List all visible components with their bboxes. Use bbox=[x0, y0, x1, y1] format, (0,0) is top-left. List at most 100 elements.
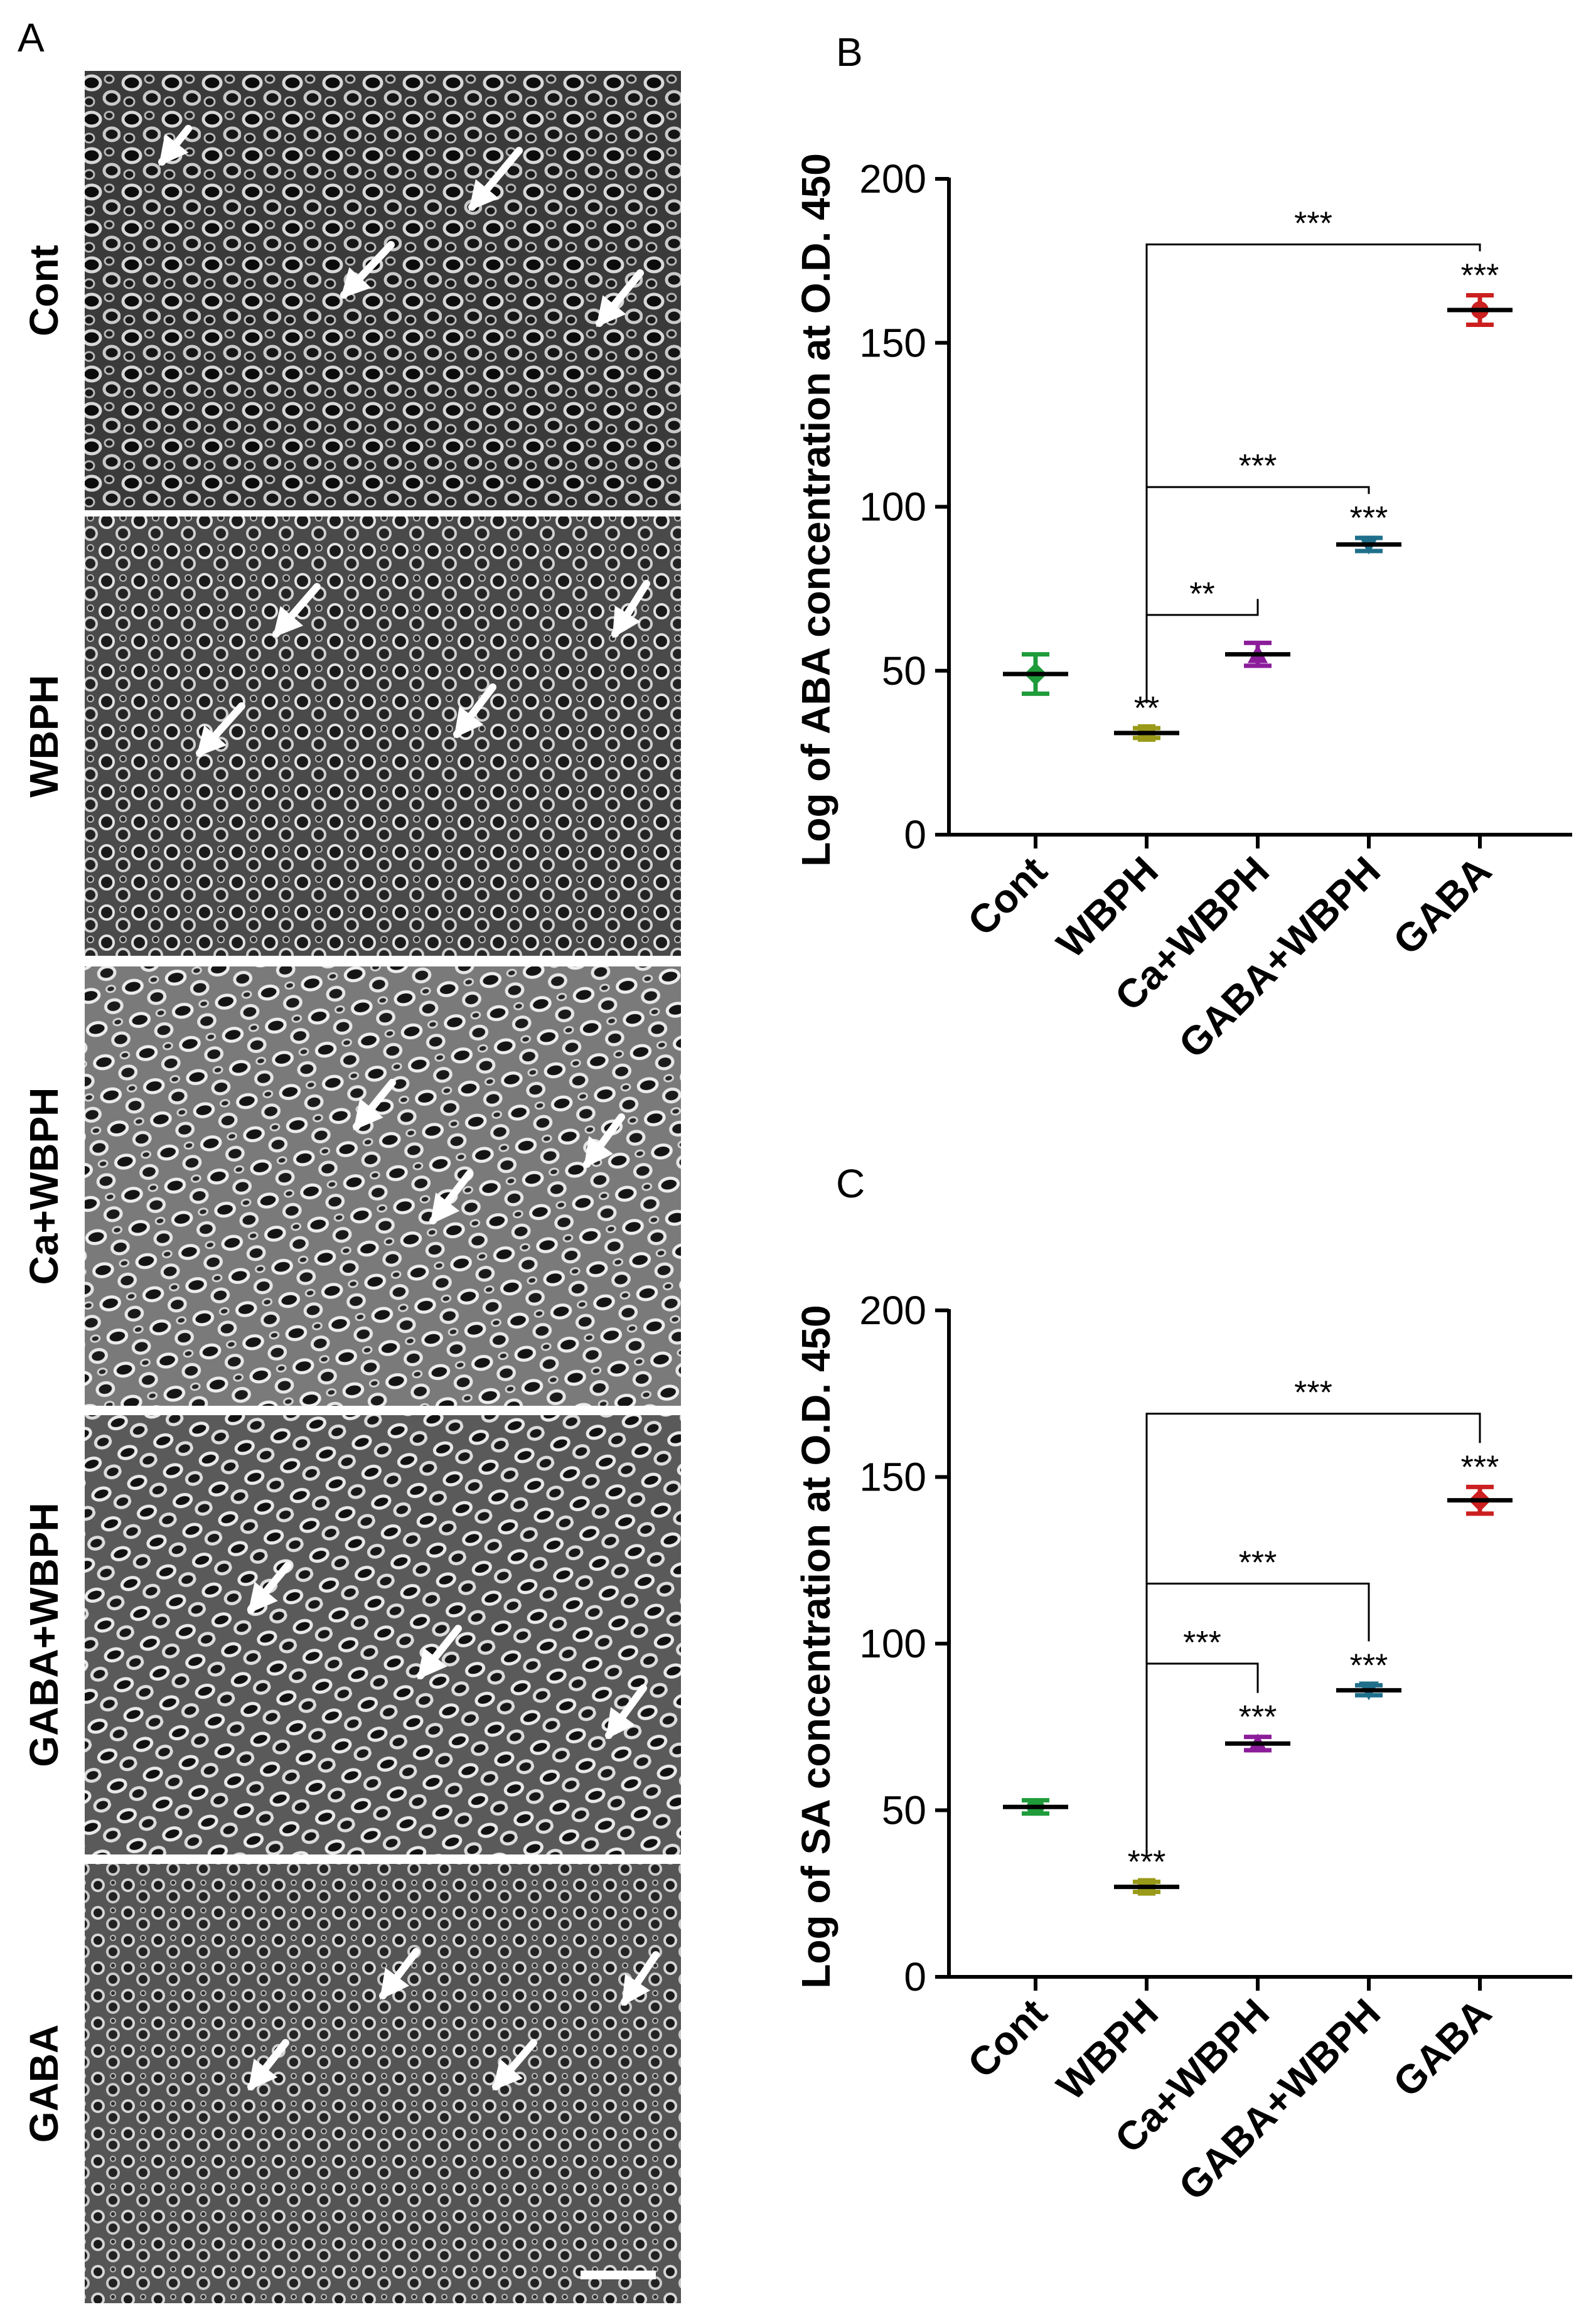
data-series-point: *** bbox=[1447, 257, 1513, 328]
arrow-icon bbox=[353, 1079, 396, 1131]
x-tick-label: GABA+WBPH bbox=[1170, 848, 1389, 1067]
significance-bracket: ** bbox=[1145, 576, 1259, 704]
arrow-icon bbox=[453, 683, 496, 739]
arrow-head bbox=[492, 2058, 523, 2091]
point-significance: *** bbox=[1350, 1647, 1388, 1684]
arrow-head bbox=[272, 606, 304, 638]
bracket-label: *** bbox=[1294, 206, 1332, 242]
data-series-point: *** bbox=[1336, 500, 1401, 555]
panel-letter: C bbox=[836, 1161, 865, 1206]
scale-bar bbox=[581, 2271, 656, 2279]
arrow-head bbox=[454, 706, 484, 739]
data-series-point bbox=[1003, 1798, 1068, 1816]
chart-aba: B 0 50 100 150 200 Log of ABA concentration at… bbox=[793, 29, 1572, 1067]
micrograph-row: Ca+WBPH bbox=[21, 966, 681, 1406]
arrow-icon bbox=[583, 1113, 625, 1169]
arrow-icon bbox=[468, 147, 523, 211]
bracket-line bbox=[1145, 599, 1259, 704]
micrograph-image bbox=[85, 1415, 681, 1854]
arrow-head bbox=[621, 1974, 651, 2006]
arrow-icon bbox=[158, 125, 192, 166]
significance-bracket: *** bbox=[1145, 448, 1370, 704]
x-tick-label: Cont bbox=[959, 1990, 1056, 2087]
bracket-label: *** bbox=[1239, 1544, 1277, 1581]
bracket-label: *** bbox=[1294, 1375, 1332, 1411]
arrow-head bbox=[247, 1581, 278, 1614]
arrow-icon bbox=[492, 2039, 537, 2091]
micrograph-row: GABA bbox=[21, 1864, 681, 2303]
arrow-head bbox=[417, 1647, 447, 1680]
y-tick-label: 50 bbox=[882, 1788, 926, 1833]
bracket-line bbox=[1145, 243, 1481, 704]
arrow-head bbox=[430, 1192, 460, 1225]
row-label: GABA+WBPH bbox=[21, 1502, 67, 1767]
data-series-point: *** bbox=[1225, 1699, 1290, 1753]
arrow-icon bbox=[272, 583, 321, 638]
arrow-head bbox=[612, 606, 641, 638]
micrograph-image bbox=[85, 1864, 681, 2303]
arrow-icon bbox=[611, 580, 650, 638]
x-tick-label: GABA+WBPH bbox=[1170, 1990, 1389, 2209]
y-tick-label: 200 bbox=[859, 156, 926, 201]
arrow-head bbox=[196, 725, 227, 757]
arrow-icon bbox=[605, 1684, 647, 1740]
y-axis-title: Log of ABA concentration at O.D. 450 bbox=[793, 153, 838, 867]
y-tick-label: 150 bbox=[859, 320, 926, 365]
significance-bracket: *** bbox=[1145, 1375, 1481, 1857]
arrow-head bbox=[596, 295, 626, 328]
y-tick-label: 150 bbox=[859, 1455, 926, 1500]
significance-bracket: *** bbox=[1145, 1625, 1259, 1857]
arrow-head bbox=[159, 134, 189, 166]
bracket-label: *** bbox=[1183, 1625, 1221, 1661]
data-series-point: *** bbox=[1336, 1647, 1401, 1701]
arrow-icon bbox=[247, 1562, 291, 1614]
bracket-label: ** bbox=[1189, 576, 1214, 613]
y-tick-label: 0 bbox=[904, 812, 926, 857]
data-series-point bbox=[1225, 640, 1290, 668]
micrograph-image bbox=[85, 516, 681, 956]
x-tick-label: Cont bbox=[959, 848, 1056, 944]
row-label: Ca+WBPH bbox=[21, 1088, 67, 1285]
arrow-head bbox=[353, 1098, 383, 1131]
point-significance: *** bbox=[1461, 1449, 1499, 1485]
micrograph-column: Cont WBPH Ca+WBPH GABA+WBPH GABA bbox=[21, 71, 681, 2303]
row-label: GABA bbox=[21, 2025, 67, 2143]
point-significance: *** bbox=[1350, 500, 1388, 537]
arrow-icon bbox=[596, 269, 644, 328]
bracket-line bbox=[1145, 1662, 1259, 1857]
y-tick-label: 0 bbox=[904, 1954, 926, 1999]
significance-bracket: *** bbox=[1145, 206, 1481, 704]
arrow-head bbox=[584, 1136, 613, 1169]
stomata-arrows bbox=[158, 125, 660, 2091]
micrograph-image bbox=[85, 71, 681, 510]
arrow-icon bbox=[340, 241, 395, 299]
panel-letter: B bbox=[836, 29, 863, 75]
x-tick-label: GABA bbox=[1384, 848, 1500, 963]
y-tick-label: 100 bbox=[859, 1621, 926, 1666]
y-tick-label: 100 bbox=[859, 484, 926, 530]
data-series-point: *** bbox=[1447, 1449, 1513, 1516]
y-tick-label: 50 bbox=[882, 648, 926, 693]
arrow-head bbox=[248, 2058, 278, 2091]
micrograph-row: WBPH bbox=[21, 516, 681, 956]
arrow-icon bbox=[417, 1625, 462, 1680]
arrow-head bbox=[468, 179, 499, 211]
bracket-line bbox=[1145, 486, 1370, 704]
micrograph-image bbox=[85, 966, 681, 1406]
panel-a-letter: A bbox=[18, 15, 45, 60]
micrograph-row: Cont bbox=[21, 71, 681, 510]
y-tick-label: 200 bbox=[859, 1288, 926, 1333]
arrow-icon bbox=[379, 1948, 420, 2000]
arrow-icon bbox=[429, 1170, 473, 1225]
x-tick-label: GABA bbox=[1384, 1990, 1500, 2106]
bracket-label: *** bbox=[1239, 448, 1277, 484]
arrow-icon bbox=[196, 702, 245, 757]
arrow-head bbox=[340, 267, 372, 299]
y-axis-title: Log of SA concentration at O.D. 450 bbox=[793, 1305, 838, 1988]
chart-sa: C 0 50 100 150 200 Log of SA concentration at … bbox=[793, 1161, 1572, 2209]
arrow-head bbox=[380, 1967, 410, 2000]
arrow-head bbox=[606, 1707, 635, 1740]
arrow-icon bbox=[621, 1951, 660, 2006]
arrow-icon bbox=[247, 2039, 289, 2091]
